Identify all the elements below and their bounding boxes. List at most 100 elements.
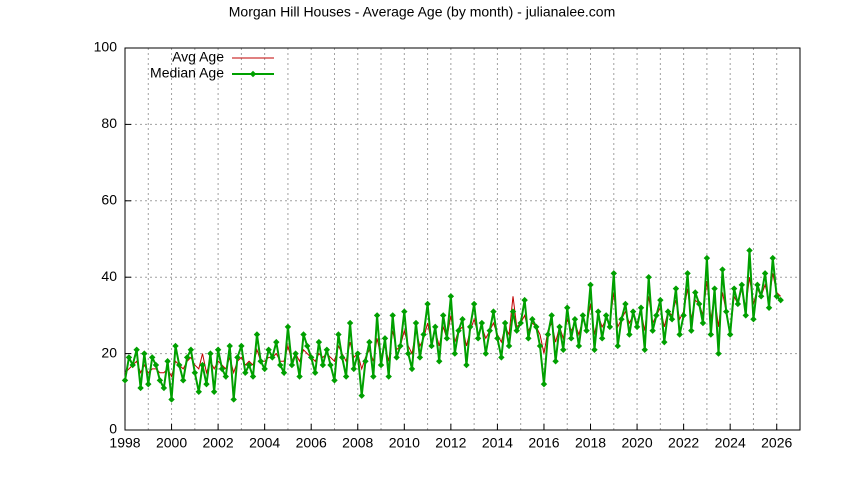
point xyxy=(331,377,338,384)
x-tick-label: 2006 xyxy=(296,435,327,451)
point xyxy=(172,342,179,350)
point xyxy=(653,312,660,319)
point xyxy=(207,350,214,357)
point xyxy=(626,331,633,338)
point xyxy=(176,361,183,369)
point xyxy=(699,319,707,327)
point xyxy=(703,254,711,262)
point xyxy=(242,369,249,376)
x-tick-label: 2024 xyxy=(715,435,746,451)
y-tick-label: 80 xyxy=(101,115,117,131)
point xyxy=(277,361,284,369)
point xyxy=(300,331,307,338)
point xyxy=(145,380,152,388)
point xyxy=(711,285,718,292)
point xyxy=(641,346,648,353)
point xyxy=(265,346,272,353)
point xyxy=(346,319,354,327)
point xyxy=(447,293,455,300)
point xyxy=(587,281,594,289)
x-tick-label: 2016 xyxy=(528,435,559,451)
x-tick-label: 2022 xyxy=(668,435,699,451)
point xyxy=(529,316,536,323)
point xyxy=(715,350,722,357)
point xyxy=(571,316,579,323)
point xyxy=(156,377,164,384)
point xyxy=(420,331,427,338)
point xyxy=(633,323,641,331)
point xyxy=(381,335,389,342)
legend-label: Avg Age xyxy=(172,49,224,65)
point xyxy=(661,338,668,346)
point xyxy=(319,361,327,369)
point xyxy=(680,312,687,319)
point xyxy=(777,296,784,304)
point xyxy=(416,354,424,361)
point xyxy=(222,373,229,380)
point xyxy=(455,327,462,334)
point xyxy=(622,300,629,308)
point xyxy=(149,354,156,361)
point xyxy=(676,331,683,338)
x-tick-label: 2012 xyxy=(435,435,466,451)
chart-title: Morgan Hill Houses - Average Age (by mon… xyxy=(229,4,615,20)
point xyxy=(160,384,168,392)
point xyxy=(486,327,493,334)
x-tick-label: 2002 xyxy=(203,435,234,451)
point xyxy=(307,354,315,361)
x-tick-label: 2026 xyxy=(761,435,792,451)
point xyxy=(183,354,191,361)
point xyxy=(730,285,738,292)
point xyxy=(304,342,311,350)
point xyxy=(591,346,598,353)
point xyxy=(405,350,412,357)
point xyxy=(645,273,652,281)
point xyxy=(141,350,148,357)
point xyxy=(443,335,451,342)
point xyxy=(187,346,195,353)
point xyxy=(602,312,610,319)
point xyxy=(692,289,699,296)
point xyxy=(164,358,171,365)
point xyxy=(137,384,144,392)
point xyxy=(723,308,730,315)
point xyxy=(533,323,540,331)
point xyxy=(668,316,676,323)
point xyxy=(315,338,323,346)
point xyxy=(719,266,726,273)
point xyxy=(513,327,520,334)
point xyxy=(292,350,299,357)
point xyxy=(509,308,517,315)
point xyxy=(765,304,773,311)
x-tick-label: 2008 xyxy=(342,435,373,451)
point xyxy=(125,354,133,361)
x-tick-label: 2004 xyxy=(249,435,280,451)
point xyxy=(629,308,637,315)
point xyxy=(463,361,470,369)
point xyxy=(688,327,695,334)
point xyxy=(350,365,358,373)
point xyxy=(214,346,222,353)
point xyxy=(432,323,439,331)
point xyxy=(179,377,187,384)
point xyxy=(494,335,501,342)
point xyxy=(199,361,206,369)
y-tick-label: 0 xyxy=(109,421,117,437)
point xyxy=(769,254,776,262)
point xyxy=(366,338,373,346)
point xyxy=(362,358,369,365)
point xyxy=(521,296,528,304)
point xyxy=(327,361,334,369)
x-tick-label: 1998 xyxy=(109,435,140,451)
point xyxy=(393,354,400,361)
point xyxy=(536,342,544,350)
point xyxy=(203,380,210,388)
point xyxy=(684,270,691,277)
point xyxy=(191,369,199,376)
point xyxy=(750,316,757,323)
point xyxy=(525,335,532,342)
point xyxy=(478,319,486,327)
point xyxy=(474,335,482,342)
point xyxy=(253,331,261,338)
point xyxy=(354,350,361,357)
